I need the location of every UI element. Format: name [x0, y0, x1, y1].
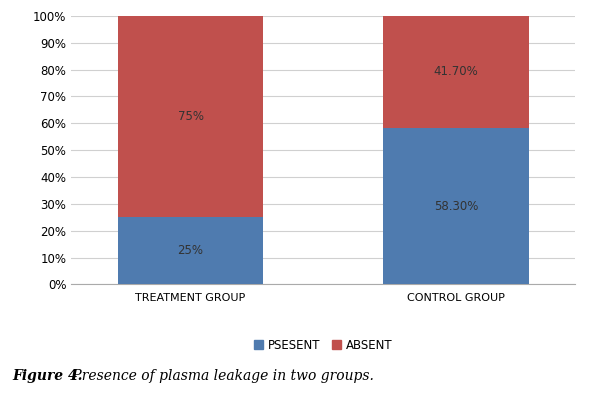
Bar: [117, 217, 263, 284]
Legend: PSESENT, ABSENT: PSESENT, ABSENT: [254, 339, 393, 352]
Text: Presence of plasma leakage in two groups.: Presence of plasma leakage in two groups…: [68, 369, 374, 383]
Text: 75%: 75%: [177, 110, 203, 123]
Text: 58.30%: 58.30%: [433, 199, 478, 213]
Text: 41.70%: 41.70%: [433, 65, 478, 78]
Bar: [383, 16, 529, 128]
Bar: [117, 16, 263, 217]
Text: Figure 4.: Figure 4.: [12, 369, 82, 383]
Text: 25%: 25%: [177, 245, 203, 257]
Bar: [383, 128, 529, 284]
